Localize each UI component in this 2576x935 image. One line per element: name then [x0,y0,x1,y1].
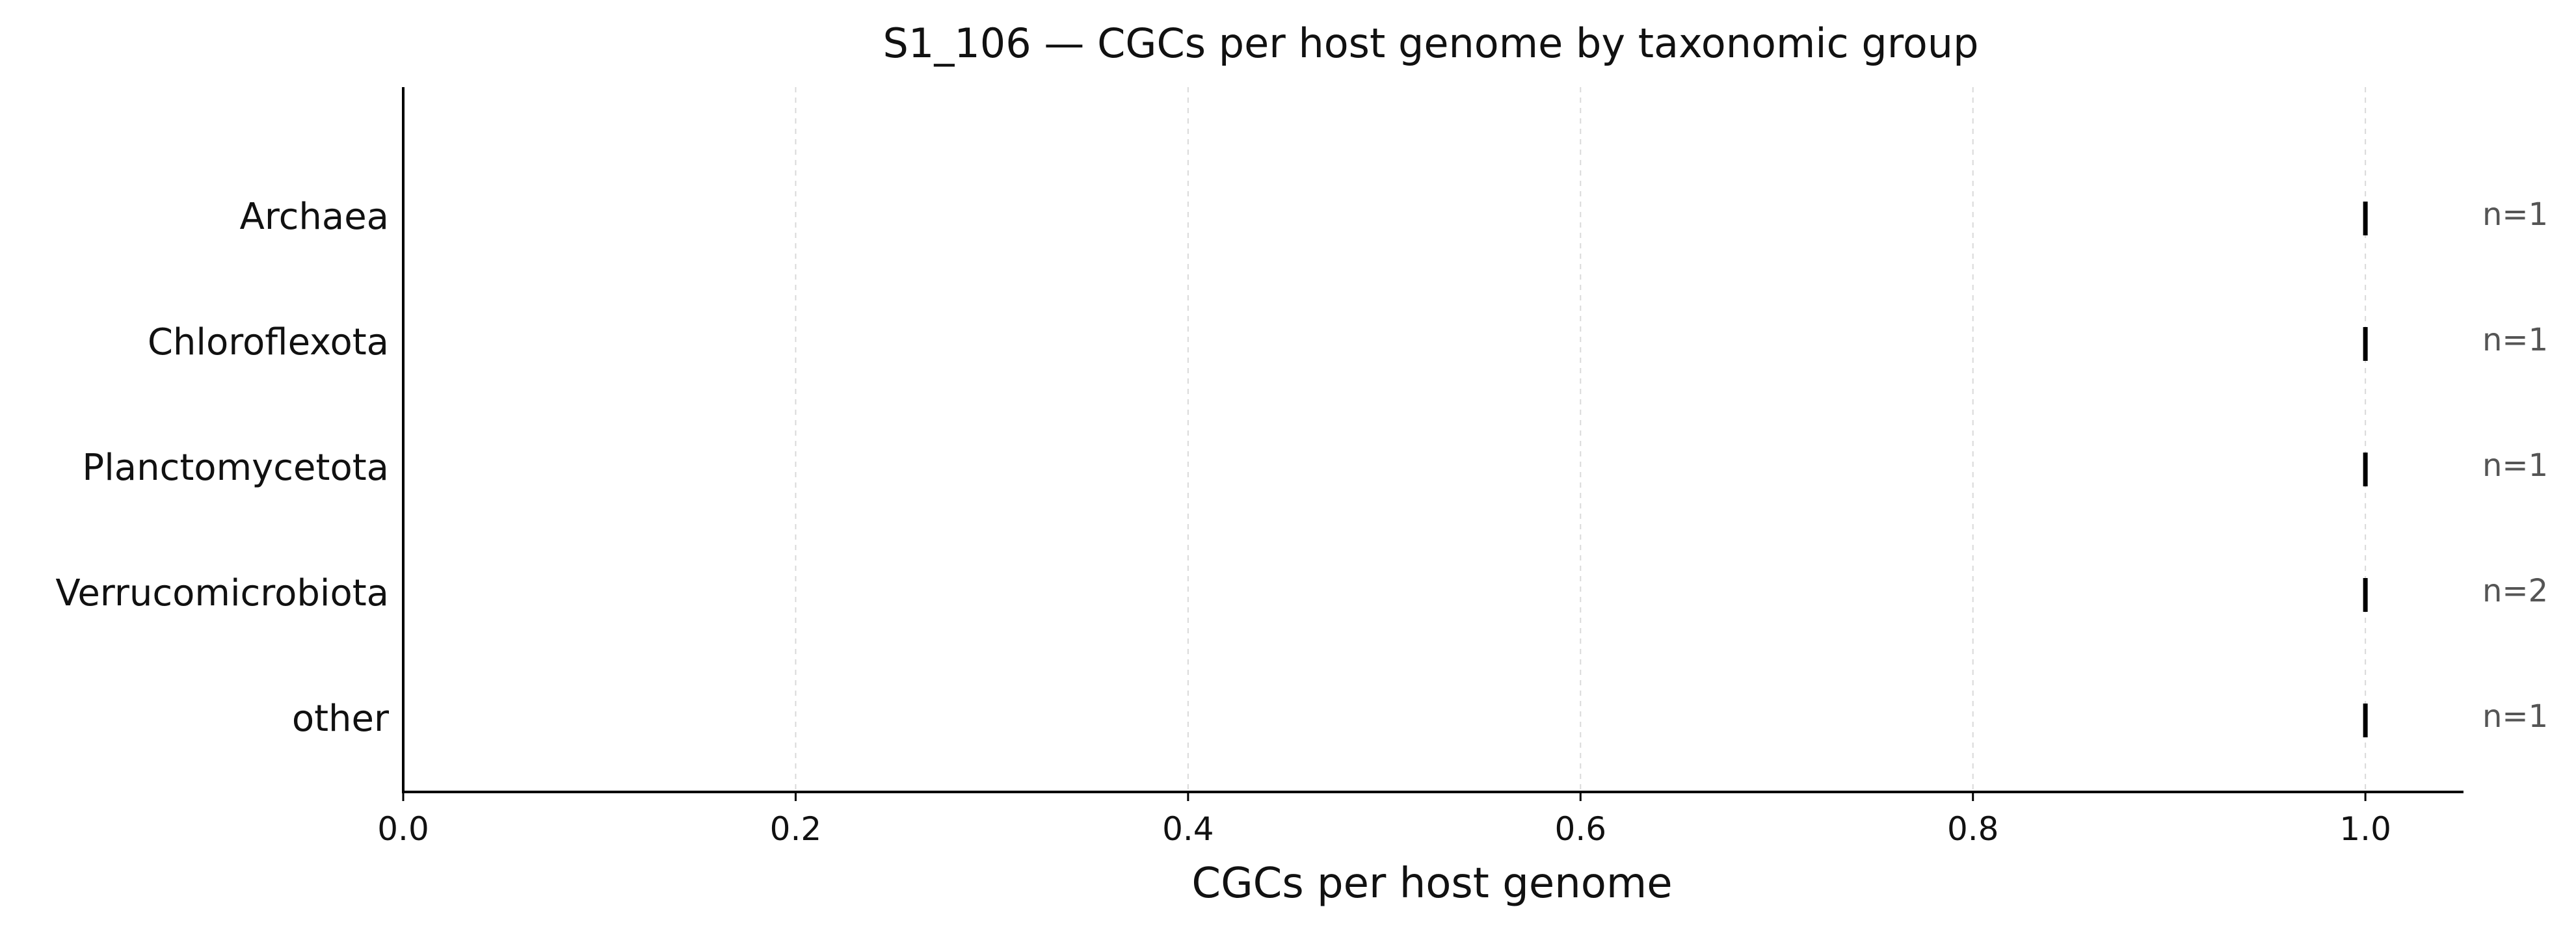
x-tick-label: 0.0 [377,810,429,848]
y-category-label: Archaea [240,196,389,238]
y-category-label: Verrucomicrobiota [55,572,389,614]
axes [402,87,2463,793]
grid-lines [795,87,2367,792]
y-category-label: Chloroflexota [148,321,389,363]
y-category-labels: Archaea Chloroflexota Planctomycetota Verru… [55,196,390,740]
count-label: n=1 [2482,322,2548,358]
x-tick-label: 1.0 [2339,810,2391,848]
count-label: n=1 [2482,196,2548,233]
chart-title: S1_106 — CGCs per host genome by taxonom… [883,20,1979,67]
y-category-label: other [292,698,390,740]
x-axis-title: CGCs per host genome [1191,860,1672,908]
y-category-label: Planctomycetota [82,447,389,489]
count-label: n=1 [2482,698,2548,735]
x-tick-label: 0.6 [1555,810,1607,848]
x-tick-label: 0.4 [1162,810,1214,848]
count-label: n=1 [2482,447,2548,484]
x-ticks: 0.0 0.2 0.4 0.6 0.8 1.0 [377,792,2391,848]
count-labels: n=1 n=1 n=1 n=2 n=1 [2482,196,2548,735]
count-label: n=2 [2482,573,2548,609]
x-tick-label: 0.2 [770,810,822,848]
x-tick-label: 0.8 [1947,810,1999,848]
